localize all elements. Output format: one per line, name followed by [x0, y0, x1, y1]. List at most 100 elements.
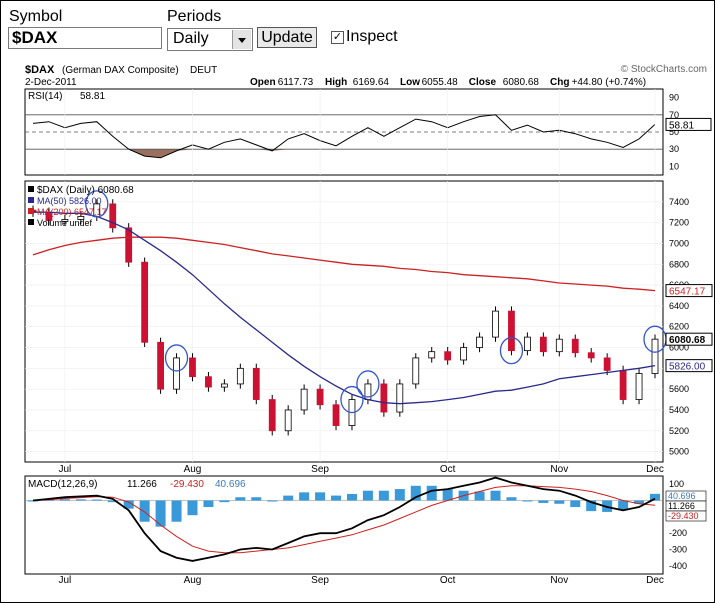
price-month-label: Aug — [184, 464, 202, 475]
macd-histogram-bar — [586, 500, 597, 512]
price-month-label: Sep — [311, 464, 329, 475]
price-legend-entry: Volume undef — [37, 218, 93, 228]
highlight-circle — [85, 190, 109, 218]
macd-line — [32, 476, 656, 562]
rsi-value: 58.81 — [80, 91, 105, 102]
price-tick: 5400 — [669, 405, 689, 415]
price-tick: 5600 — [669, 384, 689, 394]
price-candle — [109, 203, 117, 229]
macd-panel — [24, 475, 664, 575]
chevron-down-icon[interactable] — [232, 30, 251, 49]
rsi-value-tag-text: 58.81 — [669, 120, 694, 131]
price-tick: 7000 — [669, 238, 689, 248]
macd-tag-text: 11.266 — [668, 501, 695, 511]
rsi-label: RSI(14) — [28, 91, 62, 102]
price-candle — [220, 383, 228, 388]
periods-value: Daily — [173, 30, 209, 47]
macd-histogram-bar — [650, 493, 660, 501]
price-candle — [332, 404, 340, 426]
price-month-label: Dec — [646, 464, 664, 475]
legend-swatch — [28, 197, 34, 203]
rsi-line — [32, 114, 656, 159]
symbol-label: Symbol — [9, 8, 63, 25]
legend-swatch — [28, 186, 34, 192]
periods-select[interactable]: Daily — [167, 28, 253, 51]
macd-histogram-bar — [634, 500, 645, 504]
price-candle — [635, 373, 643, 400]
price-candle — [651, 338, 659, 374]
macd-histogram-bar — [59, 499, 70, 501]
symbol-input[interactable]: $DAX — [8, 27, 162, 49]
update-button[interactable]: Update — [257, 27, 317, 48]
price-candle — [189, 357, 196, 378]
rsi-tick: 10 — [669, 161, 679, 171]
price-candle — [555, 338, 563, 353]
macd-histogram-bar — [219, 500, 230, 503]
price-candle — [492, 310, 499, 338]
ohlc-low-label: Low — [400, 77, 420, 88]
price-candle — [173, 357, 180, 390]
macd-month-label: Nov — [550, 575, 568, 586]
price-candle — [205, 376, 212, 388]
macd-histogram-bar — [554, 500, 565, 504]
ohlc-change-label: Chg — [550, 77, 569, 88]
macd-histogram-bar — [171, 500, 182, 522]
price-candle — [524, 336, 531, 352]
macd-histogram-bar — [107, 500, 118, 503]
ma50-tag — [665, 359, 713, 373]
macd-histogram-bar — [394, 489, 405, 501]
ohlc-open-label: Open — [250, 77, 276, 88]
price-tick: 6200 — [669, 322, 689, 332]
macd-histogram-bar — [299, 492, 310, 501]
price-candle — [61, 219, 69, 222]
price-candle — [412, 357, 420, 385]
macd-tag-text: 40.696 — [668, 491, 696, 501]
ma50-tag-text: 5826.00 — [669, 362, 706, 373]
ohlc-close-value: 6080.68 — [503, 77, 540, 88]
price-tick: 6400 — [669, 301, 689, 311]
macd-histogram-bar — [378, 490, 389, 501]
price-candle — [619, 370, 627, 400]
ohlc-high-label: High — [325, 77, 347, 88]
price-candle — [268, 399, 276, 432]
macd-histogram-bar — [203, 500, 214, 508]
inspect-checkbox[interactable]: ✓ — [331, 31, 344, 44]
macd-histogram-bar — [490, 490, 501, 501]
highlight-circle — [340, 385, 364, 414]
rsi-oversold-fill — [33, 149, 655, 158]
chart-symbol: $DAX — [25, 64, 55, 76]
inspect-label: Inspect — [346, 28, 398, 45]
macd-value: 11.266 — [127, 479, 157, 490]
price-candle — [396, 383, 404, 413]
macd-histogram-bar — [75, 499, 86, 501]
macd-histogram-bar — [346, 493, 357, 501]
macd-histogram-bar — [155, 500, 166, 527]
ohlc-close-label: Close — [469, 77, 497, 88]
price-candle — [587, 352, 595, 359]
macd-histogram-bar — [410, 485, 421, 501]
price-tick: 6000 — [669, 343, 689, 353]
price-candle — [284, 409, 292, 432]
price-candle — [157, 341, 164, 390]
macd-histogram-bar — [474, 491, 485, 501]
macd-histogram-bar — [362, 490, 373, 501]
macd-histogram-bar — [123, 500, 134, 509]
price-candle — [252, 367, 260, 400]
macd-histogram-bar — [331, 495, 342, 501]
price-candle — [539, 336, 547, 353]
rsi-value-tag — [665, 117, 712, 131]
price-candle — [236, 367, 244, 385]
macd-tick: 100 — [669, 479, 684, 489]
macd-histogram-bar — [267, 500, 278, 502]
rsi-tick: 30 — [669, 144, 679, 154]
price-candle — [460, 347, 468, 361]
price-legend-entry: MA(200) 6547.17 — [37, 207, 107, 217]
macd-histogram-bar — [91, 499, 102, 501]
ma200-tag — [665, 284, 713, 298]
macd-histogram-bar — [538, 500, 549, 503]
price-tick: 7400 — [669, 197, 689, 207]
price-candle — [300, 388, 308, 411]
periods-label: Periods — [167, 8, 222, 25]
macd-tag-text: -29.430 — [668, 511, 699, 521]
